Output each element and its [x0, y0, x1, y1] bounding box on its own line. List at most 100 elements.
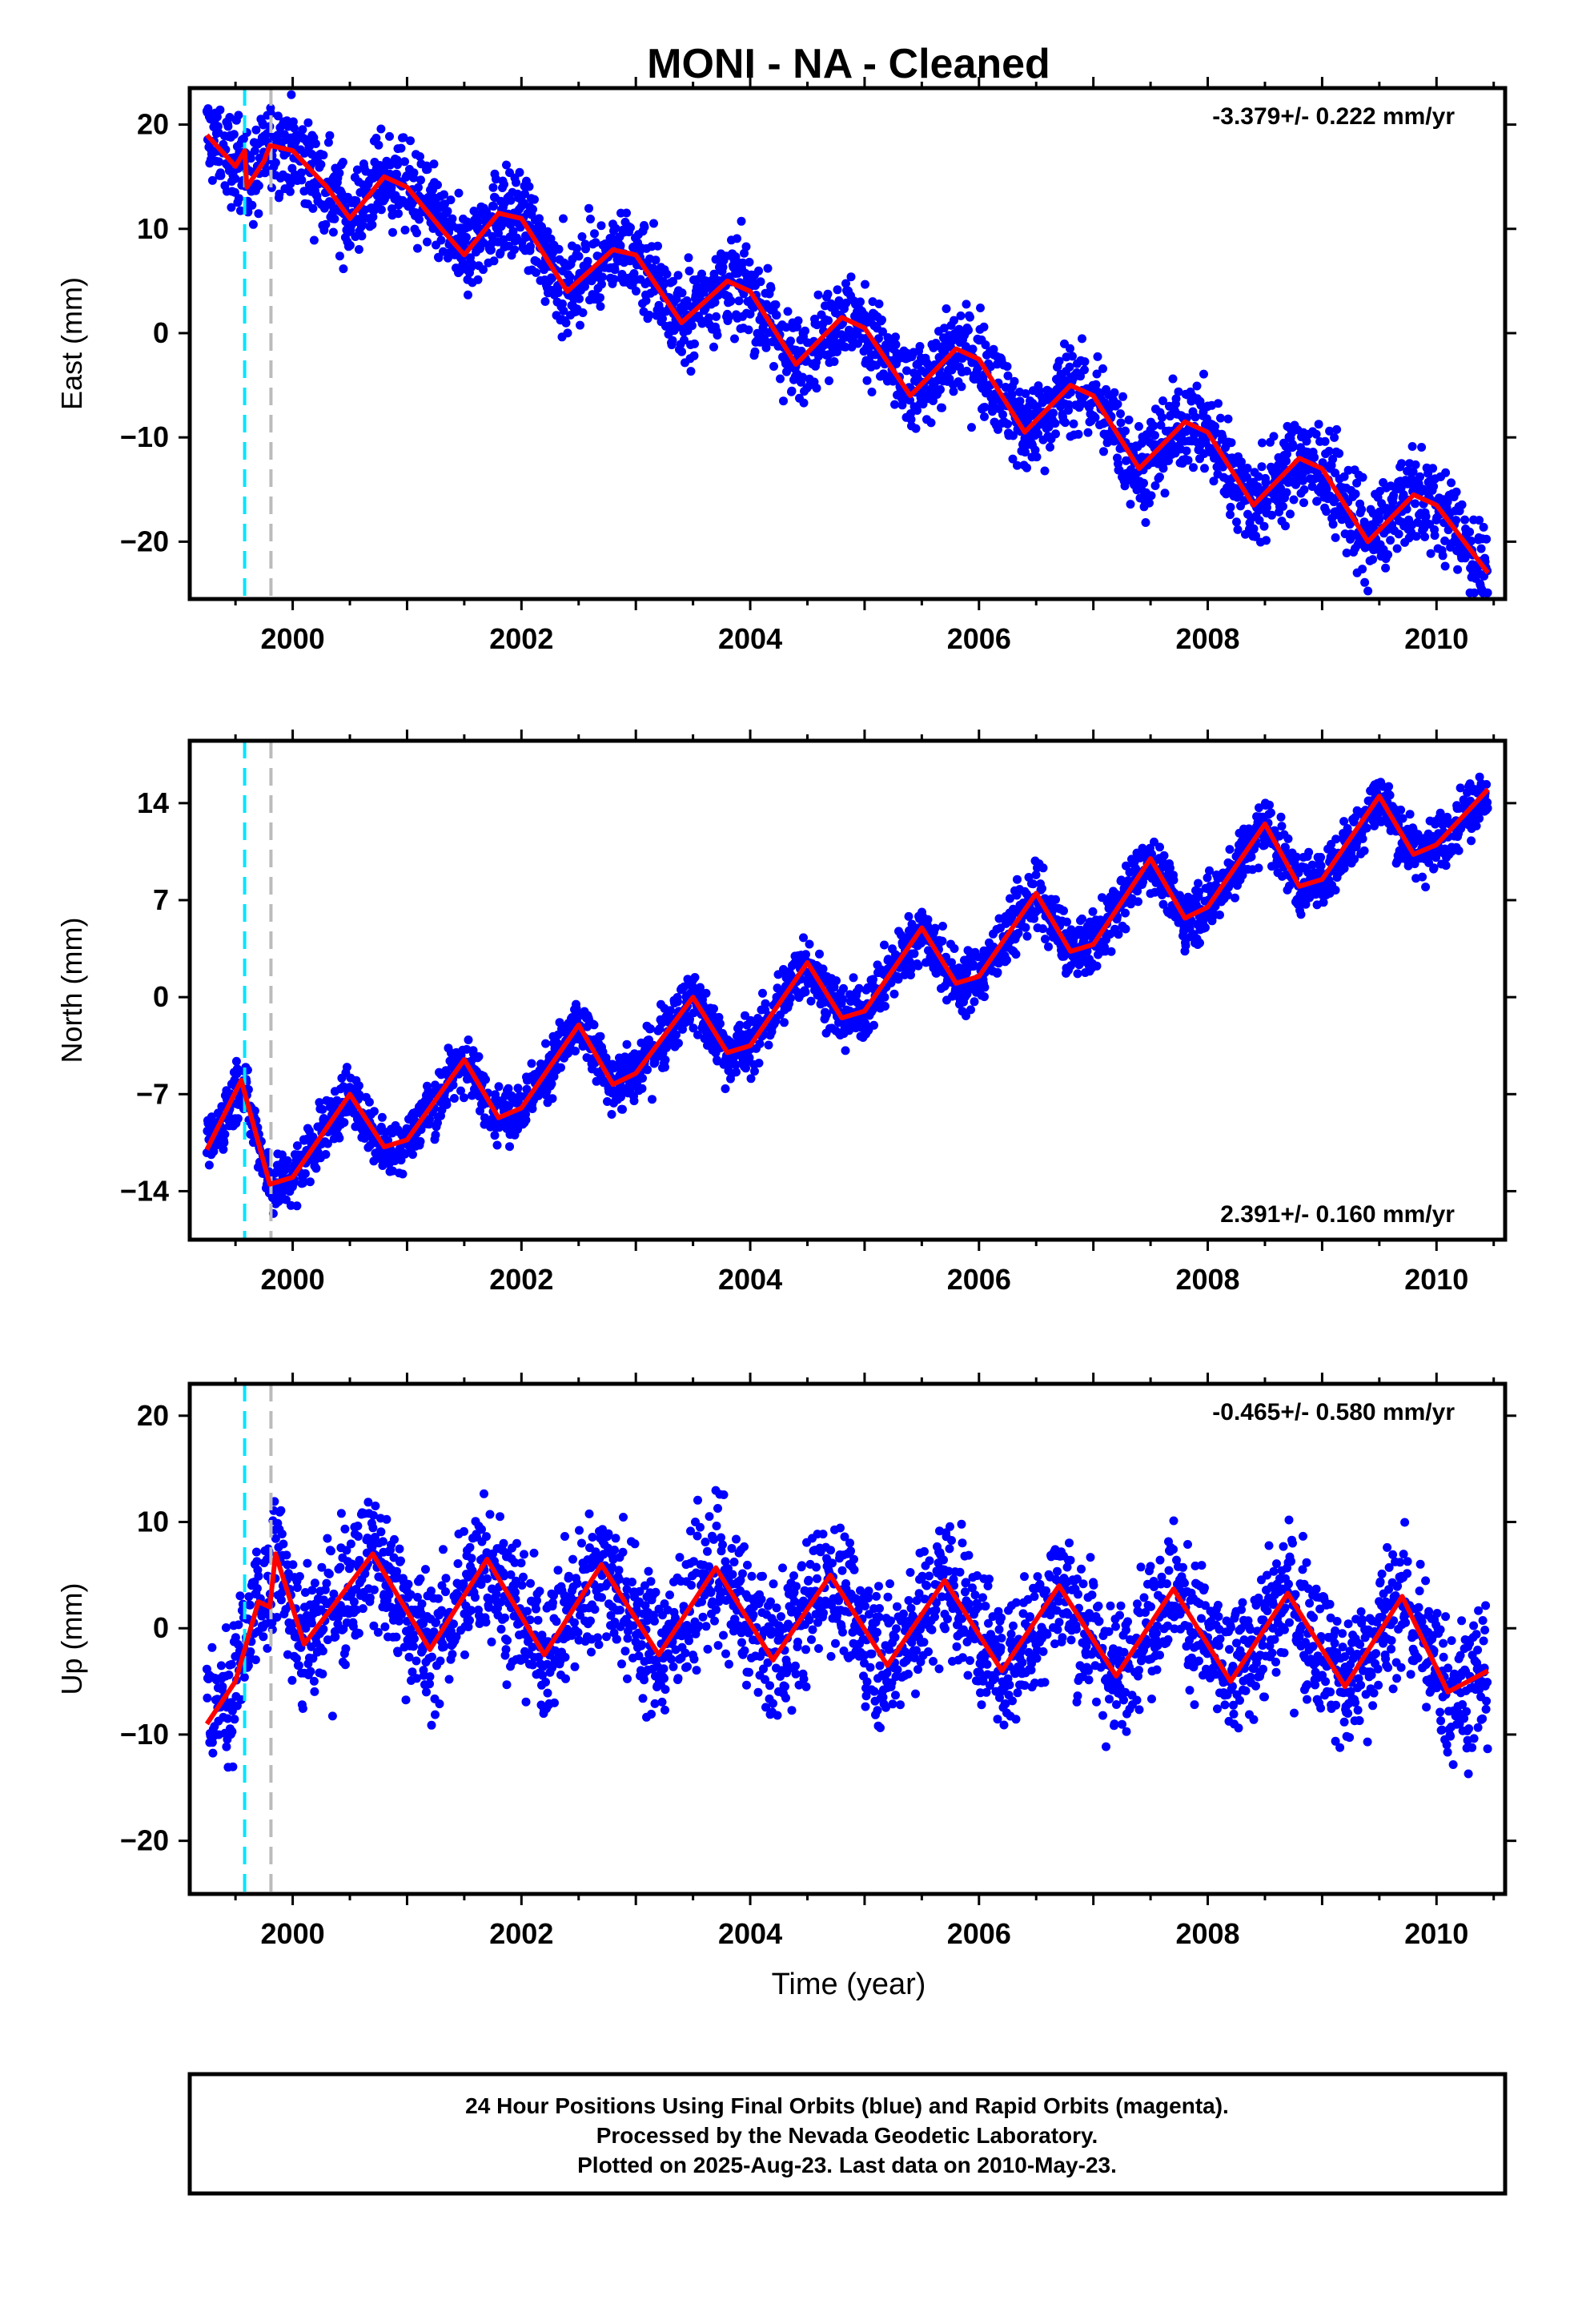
data-point [824, 316, 833, 325]
data-point [1407, 442, 1417, 451]
data-point [813, 290, 823, 300]
data-point [869, 1020, 878, 1030]
data-point [643, 1065, 652, 1075]
data-point [957, 382, 966, 392]
data-point [234, 111, 243, 120]
data-point [659, 279, 669, 289]
data-point [629, 1096, 639, 1106]
data-point [913, 406, 921, 415]
data-point [891, 340, 901, 349]
data-point [469, 207, 479, 215]
data-point [490, 1131, 500, 1140]
data-point [685, 266, 694, 275]
data-point [532, 267, 540, 277]
data-point [596, 293, 604, 303]
data-point [1050, 419, 1060, 428]
data-point [234, 194, 243, 203]
data-point [1158, 412, 1166, 422]
data-point [1134, 422, 1143, 431]
data-point [254, 181, 263, 191]
data-point [1482, 534, 1492, 544]
data-point [880, 992, 889, 1002]
data-point [482, 207, 491, 216]
data-point [385, 131, 394, 141]
data-point [706, 283, 716, 292]
data-point [413, 243, 422, 253]
data-point [576, 320, 584, 330]
data-point [874, 300, 884, 308]
data-point [374, 140, 383, 150]
data-point [833, 347, 841, 356]
data-point [668, 336, 677, 345]
data-point [364, 1097, 374, 1107]
data-point [766, 283, 776, 293]
data-point [787, 386, 797, 396]
data-point [1262, 536, 1271, 545]
data-point [1357, 505, 1367, 514]
data-point [328, 227, 338, 237]
data-point [1139, 478, 1148, 488]
data-point [923, 915, 933, 924]
data-point [1160, 489, 1170, 498]
data-point [433, 180, 442, 190]
data-point [709, 342, 718, 352]
data-point [1440, 561, 1450, 571]
data-point [510, 245, 519, 255]
data-point [1223, 414, 1233, 424]
data-point [1113, 400, 1122, 409]
data-point [1118, 392, 1127, 401]
data-point [561, 318, 571, 328]
data-point [741, 242, 751, 251]
data-point [399, 133, 408, 143]
data-point [890, 400, 899, 409]
data-point [1083, 428, 1093, 437]
data-point [673, 997, 682, 1007]
data-point [649, 219, 658, 228]
data-point [1368, 555, 1378, 565]
data-point [913, 961, 923, 971]
data-point [537, 222, 546, 231]
data-point [460, 1093, 468, 1103]
data-point [962, 300, 971, 309]
data-point [732, 1068, 741, 1077]
data-point [970, 997, 979, 1007]
data-point [1168, 374, 1178, 384]
data-point [1438, 551, 1447, 561]
data-point [1200, 464, 1209, 473]
data-point [1155, 842, 1164, 852]
data-point [980, 983, 990, 992]
data-point [905, 396, 914, 405]
data-point [1479, 522, 1488, 532]
data-point [1002, 362, 1012, 372]
data-point [494, 1082, 504, 1092]
data-point [805, 939, 814, 949]
data-point [325, 131, 335, 140]
data-point [377, 1112, 387, 1122]
data-point [479, 238, 488, 247]
data-point [710, 298, 720, 307]
data-point [1233, 525, 1243, 534]
data-point [392, 170, 401, 179]
data-point [622, 208, 631, 218]
data-point [713, 331, 722, 340]
data-point [558, 299, 567, 308]
data-point [414, 183, 423, 192]
data-point [1417, 443, 1427, 452]
data-point [431, 1130, 440, 1140]
data-point [489, 202, 498, 211]
data-point [761, 343, 771, 352]
data-point [1116, 409, 1125, 419]
data-point [492, 175, 500, 184]
data-point [949, 387, 958, 396]
data-point [730, 334, 739, 344]
data-point [1078, 334, 1086, 344]
data-point [212, 112, 222, 122]
data-point [416, 175, 425, 185]
data-point [1310, 452, 1319, 462]
data-point [1232, 517, 1241, 527]
data-point [1038, 884, 1046, 893]
data-point [761, 336, 770, 346]
data-point [648, 1095, 656, 1104]
